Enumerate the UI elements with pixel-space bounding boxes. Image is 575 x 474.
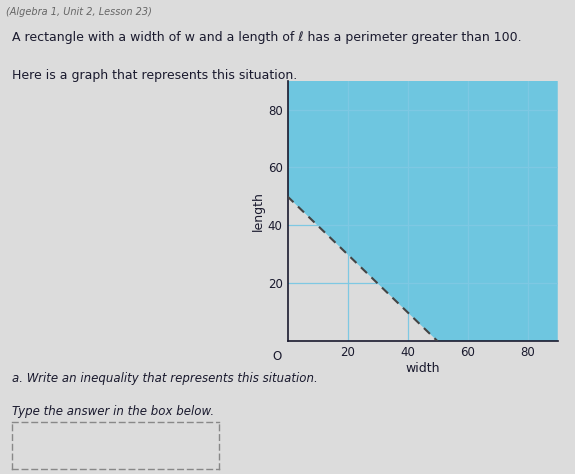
Text: (Algebra 1, Unit 2, Lesson 23): (Algebra 1, Unit 2, Lesson 23): [6, 7, 152, 17]
X-axis label: width: width: [405, 362, 440, 375]
Text: A rectangle with a width of w and a length of ℓ has a perimeter greater than 100: A rectangle with a width of w and a leng…: [12, 31, 521, 44]
Text: Type the answer in the box below.: Type the answer in the box below.: [12, 405, 214, 418]
Text: a. Write an inequality that represents this situation.: a. Write an inequality that represents t…: [12, 372, 317, 385]
Polygon shape: [288, 81, 558, 341]
Text: Here is a graph that represents this situation.: Here is a graph that represents this sit…: [12, 69, 297, 82]
Text: O: O: [272, 350, 282, 363]
Y-axis label: length: length: [252, 191, 265, 231]
